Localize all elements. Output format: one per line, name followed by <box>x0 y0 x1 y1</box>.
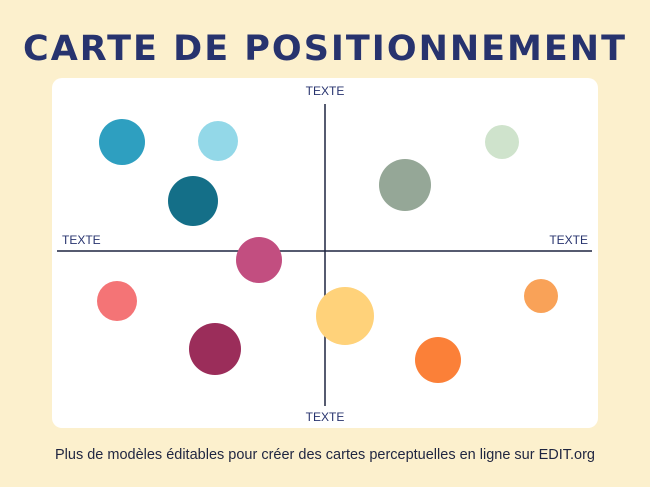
axis-label-left: TEXTE <box>62 233 101 247</box>
title: CARTE DE POSITIONNEMENT <box>23 29 627 69</box>
positions <box>97 119 558 383</box>
position-dot <box>198 121 238 161</box>
position-dot <box>99 119 145 165</box>
position-dot <box>97 281 137 321</box>
position-dot <box>189 323 241 375</box>
position-dot <box>379 159 431 211</box>
position-dot <box>316 287 374 345</box>
position-dot <box>524 279 558 313</box>
axis-label-bottom: TEXTE <box>306 410 345 424</box>
position-dot <box>415 337 461 383</box>
footer-text: Plus de modèles éditables pour créer des… <box>55 447 595 463</box>
position-dot <box>168 176 218 226</box>
position-dot <box>485 125 519 159</box>
position-dot <box>236 237 282 283</box>
axis-label-right: TEXTE <box>549 233 588 247</box>
axis-label-top: TEXTE <box>306 84 345 98</box>
